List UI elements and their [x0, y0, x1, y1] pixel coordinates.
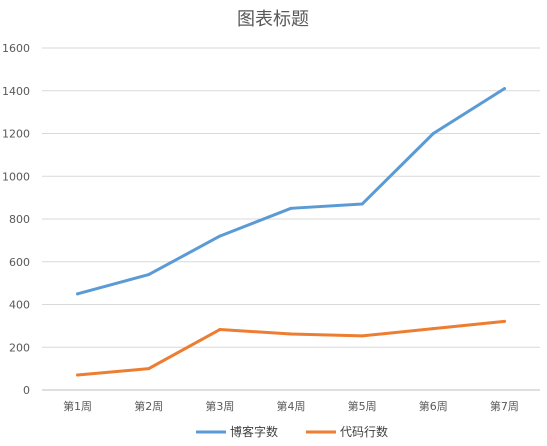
y-tick-label: 1400	[2, 85, 30, 98]
data-point	[360, 202, 364, 206]
grid-lines	[42, 47, 540, 391]
y-axis-tick-labels: 0 200 400 600 800 1000 1200 1400 1600	[2, 42, 30, 397]
y-tick-label: 600	[9, 256, 30, 269]
data-point	[289, 332, 293, 336]
x-tick-label: 第6周	[419, 399, 448, 413]
data-point	[76, 373, 80, 377]
x-tick-label: 第7周	[490, 399, 519, 413]
y-tick-label: 200	[9, 341, 30, 354]
chart-title: 图表标题	[237, 9, 309, 30]
legend: 博客字数 代码行数	[196, 424, 388, 439]
y-tick-label: 400	[9, 299, 30, 312]
data-point	[360, 334, 364, 338]
legend-label: 博客字数	[230, 424, 278, 439]
data-point	[76, 292, 80, 296]
data-point	[431, 132, 435, 135]
data-point	[147, 367, 151, 371]
y-tick-label: 800	[9, 213, 30, 226]
x-tick-label: 第5周	[348, 399, 377, 413]
data-point	[431, 327, 435, 331]
x-tick-label: 第1周	[63, 399, 92, 413]
series-line-2	[76, 319, 506, 377]
y-tick-label: 1200	[2, 128, 30, 141]
data-point	[218, 328, 222, 332]
y-tick-label: 1600	[2, 42, 30, 55]
data-point	[147, 273, 151, 277]
x-axis-tick-labels: 第1周 第2周 第3周 第4周 第5周 第6周 第7周	[63, 399, 519, 413]
x-tick-label: 第4周	[277, 399, 306, 413]
y-tick-label: 1000	[2, 170, 30, 183]
y-tick-label: 0	[23, 384, 30, 397]
x-tick-label: 第3周	[205, 399, 234, 413]
series-line-1	[76, 87, 506, 296]
data-point	[502, 319, 506, 323]
x-tick-label: 第2周	[134, 399, 163, 413]
series-lines	[76, 87, 506, 377]
legend-label: 代码行数	[340, 424, 388, 439]
data-point	[502, 87, 506, 91]
data-point	[289, 206, 293, 210]
data-point	[218, 234, 222, 238]
